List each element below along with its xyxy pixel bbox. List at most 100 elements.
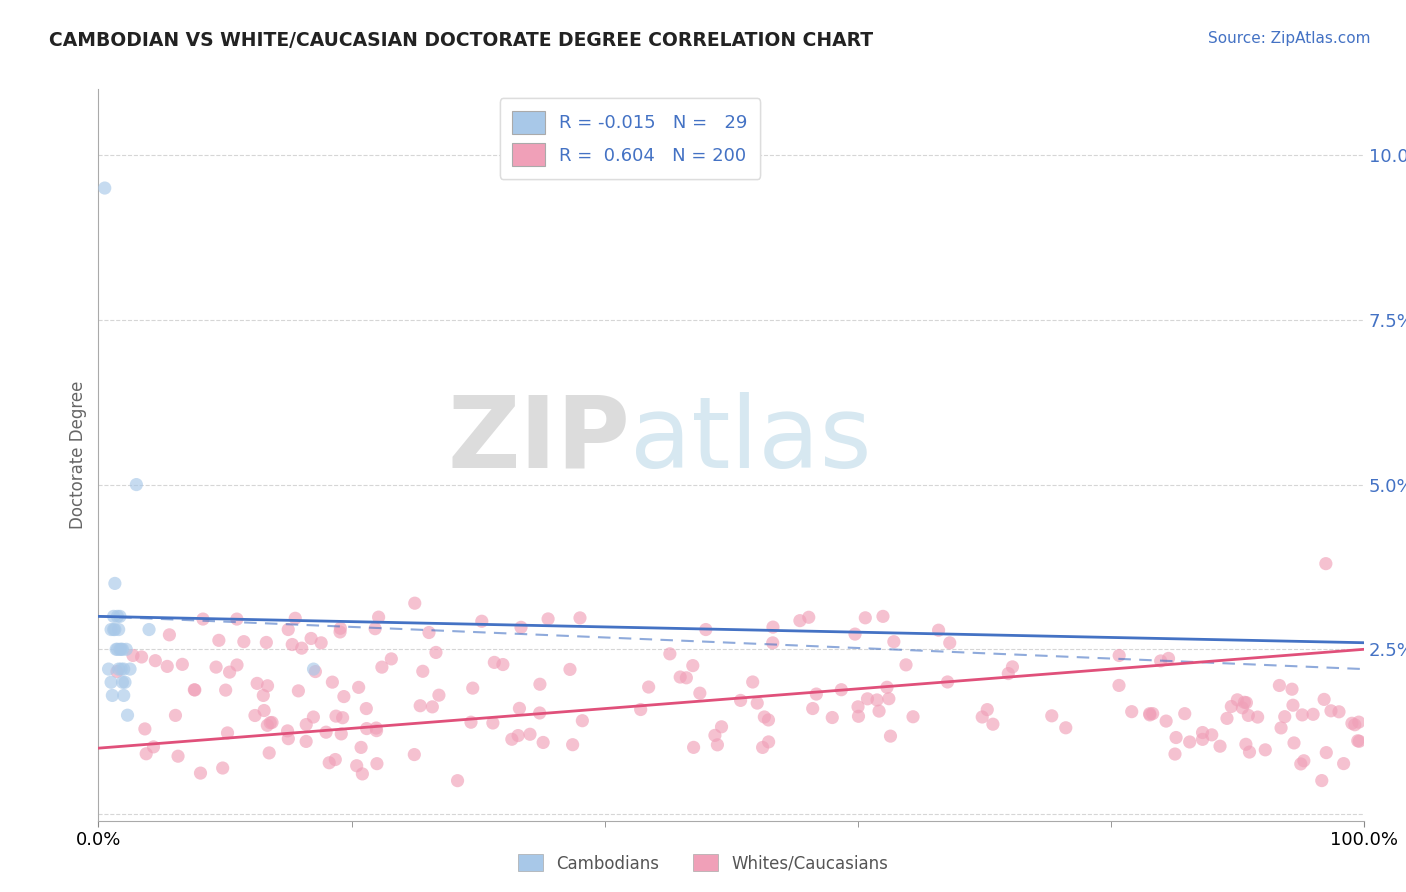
Point [1121, 705, 1143, 719]
Point [1164, 747, 1187, 761]
Point [1313, 692, 1336, 706]
Point [1237, 708, 1260, 723]
Point [758, 735, 780, 749]
Point [706, 738, 728, 752]
Point [420, 699, 443, 714]
Point [1348, 734, 1371, 748]
Point [741, 675, 763, 690]
Point [848, 709, 870, 723]
Point [256, 718, 278, 732]
Point [281, 638, 304, 652]
Point [1178, 735, 1201, 749]
Text: CAMBODIAN VS WHITE/CAUCASIAN DOCTORATE DEGREE CORRELATION CHART: CAMBODIAN VS WHITE/CAUCASIAN DOCTORATE D… [49, 31, 873, 50]
Point [1001, 660, 1024, 674]
Point [350, 740, 373, 755]
Point [425, 645, 447, 659]
Point [1139, 707, 1161, 722]
Point [675, 671, 697, 685]
Point [111, 675, 134, 690]
Point [801, 701, 824, 715]
Point [302, 662, 325, 676]
Point [321, 675, 343, 690]
Point [143, 654, 166, 668]
Point [329, 624, 352, 639]
Point [938, 636, 960, 650]
Point [1234, 737, 1257, 751]
Point [928, 624, 950, 638]
Point [806, 687, 828, 701]
Point [107, 642, 129, 657]
Point [658, 647, 681, 661]
Point [1268, 678, 1291, 692]
Point [243, 708, 266, 723]
Point [208, 633, 231, 648]
Point [277, 731, 299, 746]
Point [471, 614, 494, 628]
Point [330, 727, 353, 741]
Point [537, 612, 560, 626]
Point [747, 696, 769, 710]
Point [105, 642, 128, 657]
Point [492, 657, 515, 672]
Point [558, 662, 581, 676]
Point [1154, 714, 1177, 728]
Point [872, 609, 894, 624]
Point [894, 657, 917, 672]
Point [103, 609, 125, 624]
Point [380, 652, 402, 666]
Point [366, 723, 388, 738]
Point [329, 621, 352, 635]
Point [461, 681, 484, 695]
Point [101, 689, 124, 703]
Point [97, 662, 120, 676]
Point [333, 690, 356, 704]
Point [190, 766, 212, 780]
Point [561, 738, 583, 752]
Point [682, 740, 704, 755]
Point [367, 610, 389, 624]
Point [1341, 716, 1364, 731]
Point [695, 623, 717, 637]
Point [637, 680, 659, 694]
Point [1302, 707, 1324, 722]
Point [762, 636, 785, 650]
Point [1139, 706, 1161, 721]
Point [284, 611, 307, 625]
Point [830, 682, 852, 697]
Point [1142, 706, 1164, 721]
Point [112, 689, 135, 703]
Point [115, 642, 138, 657]
Point [260, 715, 283, 730]
Point [254, 635, 277, 649]
Point [125, 477, 148, 491]
Point [976, 703, 998, 717]
Point [879, 729, 901, 743]
Point [183, 682, 205, 697]
Point [689, 686, 711, 700]
Point [134, 722, 156, 736]
Point [1291, 707, 1313, 722]
Point [295, 734, 318, 748]
Point [302, 710, 325, 724]
Point [191, 612, 214, 626]
Point [531, 735, 554, 749]
Point [484, 656, 506, 670]
Point [184, 682, 207, 697]
Point [1040, 708, 1063, 723]
Point [1209, 739, 1232, 754]
Point [218, 665, 240, 679]
Point [232, 634, 254, 648]
Point [876, 680, 898, 694]
Point [418, 625, 440, 640]
Point [304, 665, 326, 679]
Point [122, 648, 145, 663]
Point [1282, 736, 1305, 750]
Point [111, 642, 134, 657]
Point [215, 683, 238, 698]
Point [1233, 695, 1256, 709]
Point [371, 660, 394, 674]
Point [1333, 756, 1355, 771]
Point [501, 732, 523, 747]
Point [412, 665, 434, 679]
Point [762, 620, 785, 634]
